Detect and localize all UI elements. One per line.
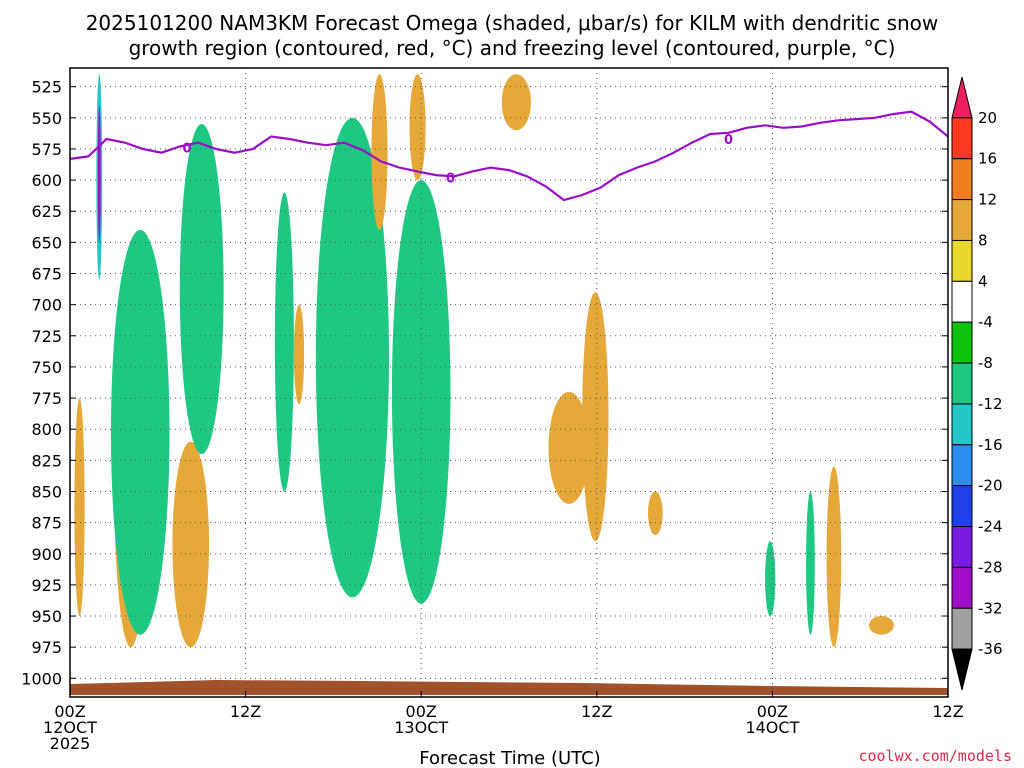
x-tick-label-2-1: 13OCT: [394, 718, 448, 737]
omega-region-6: [110, 229, 170, 635]
y-tick-label-950: 950: [31, 607, 62, 626]
y-tick-label-625: 625: [31, 202, 62, 221]
colorbar-label-9: -20: [978, 477, 1003, 495]
omega-region-10: [179, 124, 224, 455]
omega-region-0: [74, 398, 85, 617]
y-tick-label-700: 700: [31, 296, 62, 315]
y-tick-label-550: 550: [31, 109, 62, 128]
omega-region-16: [371, 74, 388, 230]
chart-title-line-1: 2025101200 NAM3KM Forecast Omega (shaded…: [86, 11, 939, 35]
y-tick-label-825: 825: [31, 451, 62, 470]
colorbar-label-6: -8: [978, 354, 993, 372]
y-tick-label-575: 575: [31, 140, 62, 159]
colorbar-label-8: -16: [978, 436, 1003, 454]
omega-region-19: [391, 180, 451, 604]
y-tick-label-875: 875: [31, 514, 62, 533]
omega-region-26: [826, 466, 842, 648]
y-tick-label-800: 800: [31, 420, 62, 439]
colorbar-swatch-0: [951, 76, 973, 119]
omega-region-20: [409, 74, 426, 181]
colorbar-label-11: -28: [978, 558, 1003, 576]
omega-region-8: [172, 441, 210, 648]
x-tick-label-1-0: 12Z: [230, 702, 261, 721]
omega-region-28: [868, 616, 894, 635]
omega-region-11: [274, 192, 294, 492]
colorbar-swatch-3: [951, 199, 973, 241]
colorbar-swatch-2: [951, 158, 973, 201]
x-tick-label-4-1: 14OCT: [745, 718, 799, 737]
colorbar-label-7: -12: [978, 395, 1003, 413]
colorbar-swatch-9: [951, 444, 973, 487]
omega-region-15: [315, 117, 390, 598]
omega-region-22: [582, 292, 609, 542]
y-tick-label-675: 675: [31, 265, 62, 284]
colorbar-label-12: -32: [978, 599, 1003, 617]
y-tick-label-600: 600: [31, 171, 62, 190]
colorbar-label-1: 16: [978, 150, 997, 168]
omega-region-25: [765, 541, 776, 617]
omega-region-2: [97, 105, 101, 243]
omega-region-12: [293, 304, 305, 405]
surface-band: [70, 680, 948, 695]
colorbar-swatch-14: [951, 648, 973, 691]
omega-region-23: [648, 491, 663, 536]
surface-terrain: [70, 680, 948, 695]
colorbar-swatch-7: [951, 362, 973, 405]
colorbar-swatch-6: [951, 321, 973, 364]
colorbar-label-0: 20: [978, 109, 997, 127]
colorbar-swatch-11: [951, 526, 973, 568]
colorbar-label-5: -4: [978, 313, 993, 331]
colorbar-label-2: 12: [978, 191, 997, 209]
y-axis-ticks: 525 550 575 600 625 650 675 700 725 750 775 800 825 8…: [21, 78, 948, 688]
y-tick-label-850: 850: [31, 482, 62, 501]
colorbar-label-3: 8: [978, 231, 988, 249]
colorbar-swatch-4: [951, 239, 973, 282]
y-tick-label-900: 900: [31, 545, 62, 564]
y-tick-label-975: 975: [31, 638, 62, 657]
freezing-level-contour: 0 0 0: [70, 110, 948, 202]
colorbar-swatch-12: [951, 566, 973, 609]
x-tick-label-0-1: 12OCT: [43, 718, 97, 737]
x-tick-label-2-0: 00Z: [406, 702, 437, 721]
colorbar-swatch-1: [951, 117, 973, 160]
x-tick-label-0-2: 2025: [50, 734, 91, 753]
x-tick-label-4-0: 00Z: [757, 702, 788, 721]
colorbar-label-13: -36: [978, 640, 1003, 658]
colorbar-swatch-10: [951, 485, 973, 528]
freezing-level-label-0: 0: [183, 142, 192, 157]
y-tick-label-775: 775: [31, 389, 62, 408]
y-tick-label-750: 750: [31, 358, 62, 377]
y-tick-label-650: 650: [31, 233, 62, 252]
colorbar-label-4: 4: [978, 272, 988, 290]
y-tick-label-525: 525: [31, 78, 62, 97]
credit-text[interactable]: coolwx.com/models: [858, 747, 1012, 765]
chart-title-line-2: growth region (contoured, red, °C) and f…: [129, 36, 896, 60]
freezing-level-label-1: 0: [446, 172, 455, 187]
freezing-level-line: [70, 110, 948, 202]
omega-region-21: [548, 391, 590, 504]
omega-region-27: [806, 491, 815, 635]
colorbar-swatch-5: [951, 280, 973, 323]
colorbar-swatch-13: [951, 607, 973, 650]
y-tick-label-725: 725: [31, 327, 62, 346]
colorbar: 20 16 12 8 4 -4 -8 -12 -16 -20 -24 -28 -32 -36: [951, 76, 1003, 691]
colorbar-swatch-8: [951, 403, 973, 446]
freezing-level-label-2: 0: [724, 133, 733, 148]
y-tick-label-925: 925: [31, 576, 62, 595]
x-tick-label-5-0: 12Z: [932, 702, 963, 721]
plot-frame: [69, 67, 949, 698]
x-tick-label-0-0: 00Z: [54, 702, 85, 721]
colorbar-label-10: -24: [978, 518, 1003, 536]
omega-shading: [74, 74, 894, 648]
omega-region-24: [501, 74, 531, 131]
x-axis-title: Forecast Time (UTC): [419, 748, 600, 768]
y-tick-label-1000: 1000: [21, 669, 62, 688]
x-tick-label-3-0: 12Z: [581, 702, 612, 721]
